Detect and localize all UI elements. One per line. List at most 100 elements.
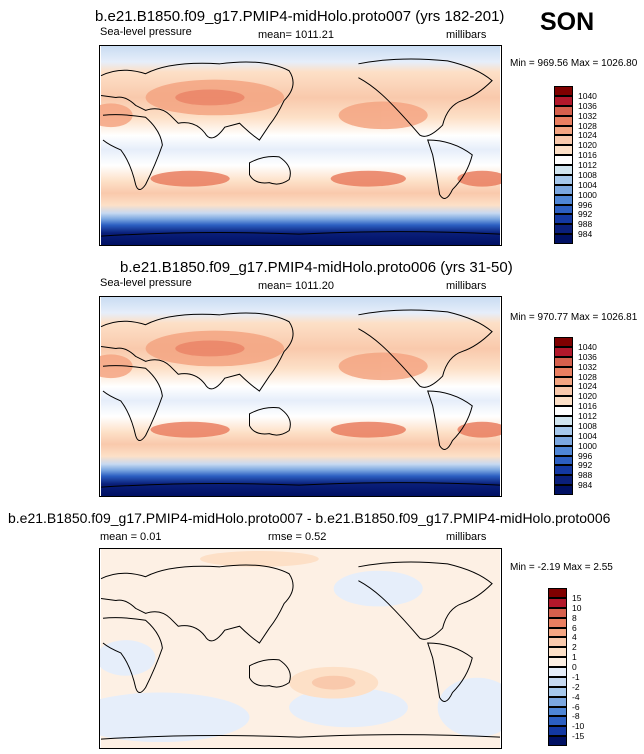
colorbar-box — [554, 356, 573, 367]
panel1-variable-label: Sea-level pressure — [100, 26, 192, 38]
colorbar-tick-label: 984 — [578, 229, 593, 240]
colorbar-tick-label: 6 — [572, 622, 577, 633]
colorbar-box — [554, 445, 573, 456]
panel3-minmax: Min = -2.19 Max = 2.55 — [510, 562, 613, 573]
north-atlantic-high — [100, 354, 133, 379]
antarctica-coast — [100, 231, 501, 237]
colorbar-box — [554, 455, 573, 466]
colorbar-box — [554, 435, 573, 446]
eurasia-coast — [100, 564, 294, 644]
colorbar-box — [554, 396, 573, 407]
colorbar-box — [554, 145, 573, 156]
colorbar-tick-label: 992 — [578, 209, 593, 220]
panel2-colorbar — [554, 337, 573, 495]
colorbar-tick-label: 1032 — [578, 110, 597, 121]
panel3-rmse-label: rmse = 0.52 — [268, 531, 327, 543]
africa-coast — [102, 365, 163, 442]
colorbar-box — [554, 135, 573, 146]
high-pressure-cells — [100, 79, 501, 187]
colorbar-tick-label: 1000 — [578, 189, 597, 200]
panel1-title: b.e21.B1850.f09_g17.PMIP4-midHolo.proto0… — [95, 8, 505, 25]
colorbar-tick-label: 1012 — [578, 160, 597, 170]
colorbar-tick-label: 1028 — [578, 120, 597, 131]
colorbar-box — [548, 716, 567, 727]
positive-anomaly — [200, 550, 319, 567]
colorbar-box — [548, 686, 567, 697]
colorbar-box — [554, 95, 573, 106]
colorbar-tick-label: 15 — [572, 592, 582, 603]
colorbar-tick-label: 1036 — [578, 351, 597, 362]
colorbar-tick-label: 1012 — [578, 411, 597, 421]
colorbar-box — [554, 115, 573, 126]
north-america-coast — [358, 561, 493, 640]
colorbar-tick-label: -15 — [572, 731, 585, 742]
colorbar-box — [554, 346, 573, 357]
colorbar-tick-label: 1016 — [578, 401, 597, 412]
colorbar-tick-label: 984 — [578, 480, 593, 491]
south-atlantic-high — [457, 421, 501, 438]
colorbar-tick-label: 1000 — [578, 440, 597, 451]
colorbar-box — [554, 204, 573, 215]
negative-anomaly — [100, 640, 156, 676]
siberian-high-core — [175, 89, 245, 106]
australia-coast — [249, 156, 291, 185]
colorbar-box — [548, 597, 567, 608]
coastlines — [100, 58, 501, 237]
colorbar-box — [554, 184, 573, 195]
colorbar-box — [554, 224, 573, 235]
colorbar-box — [554, 366, 573, 377]
colorbar-box — [554, 174, 573, 185]
colorbar-tick-label: -8 — [572, 711, 580, 722]
africa-coast — [102, 617, 163, 694]
panel2-title: b.e21.B1850.f09_g17.PMIP4-midHolo.proto0… — [120, 259, 513, 276]
antarctica-coast — [100, 734, 501, 740]
colorbar-tick-label: 1004 — [578, 179, 597, 190]
colorbar-tick-label: -1 — [572, 671, 580, 682]
north-america-coast — [358, 58, 493, 137]
panel2-variable-label: Sea-level pressure — [100, 277, 192, 289]
siberian-high-core — [175, 340, 245, 357]
colorbar-tick-label: 1020 — [578, 391, 597, 402]
colorbar-tick-label: 1008 — [578, 420, 597, 431]
colorbar-box — [554, 165, 573, 175]
colorbar-tick-label: 1 — [572, 652, 577, 663]
season-label: SON — [540, 8, 595, 36]
colorbar-tick-label: 996 — [578, 199, 593, 210]
panel2-mean-label: mean= 1011.20 — [258, 280, 334, 292]
panel2-colorbar-labels: 1040 1036 1032 1028 1024 1020 1016 1012 1008 1004… — [578, 337, 618, 495]
colorbar-tick-label: 1024 — [578, 381, 597, 392]
australia-coast — [249, 407, 291, 436]
south-atlantic-high — [457, 170, 501, 187]
colorbar-tick-label: 996 — [578, 450, 593, 461]
colorbar-tick-label: 1008 — [578, 169, 597, 180]
south-america-coast — [427, 390, 473, 450]
colorbar-box — [554, 337, 573, 347]
colorbar-box — [554, 86, 573, 96]
colorbar-box — [554, 234, 573, 244]
colorbar-tick-label: -10 — [572, 721, 585, 732]
pressure-field — [101, 46, 500, 245]
south-america-coast — [427, 139, 473, 199]
panel1-mean-label: mean= 1011.21 — [258, 29, 334, 41]
panel1-colorbar-labels: 1040 1036 1032 1028 1024 1020 1016 1012 1008 1004… — [578, 86, 618, 244]
panel3-units-label: millibars — [446, 531, 487, 543]
colorbar-box — [548, 696, 567, 707]
panel3-colorbar — [548, 588, 567, 746]
colorbar-box — [554, 214, 573, 225]
colorbar-box — [554, 376, 573, 387]
panel3-colorbar-labels: 15 10 8 6 4 2 1 0 -1 -2 -4 -6 -8 -10 -15 — [572, 588, 612, 746]
north-pacific-high — [338, 352, 428, 381]
panel2-minmax: Min = 970.77 Max = 1026.81 — [510, 312, 638, 323]
colorbar-tick-label: -6 — [572, 701, 580, 712]
colorbar-tick-label: -4 — [572, 691, 580, 702]
positive-anomaly-core — [311, 675, 356, 690]
panel2-units-label: millibars — [446, 280, 487, 292]
colorbar-box — [554, 465, 573, 476]
colorbar-box — [554, 125, 573, 136]
negative-anomaly — [333, 570, 423, 607]
colorbar-tick-label: 1024 — [578, 130, 597, 141]
antarctica-coast — [100, 482, 501, 488]
south-indian-high — [150, 170, 230, 187]
colorbar-box — [554, 386, 573, 397]
colorbar-box — [548, 706, 567, 717]
